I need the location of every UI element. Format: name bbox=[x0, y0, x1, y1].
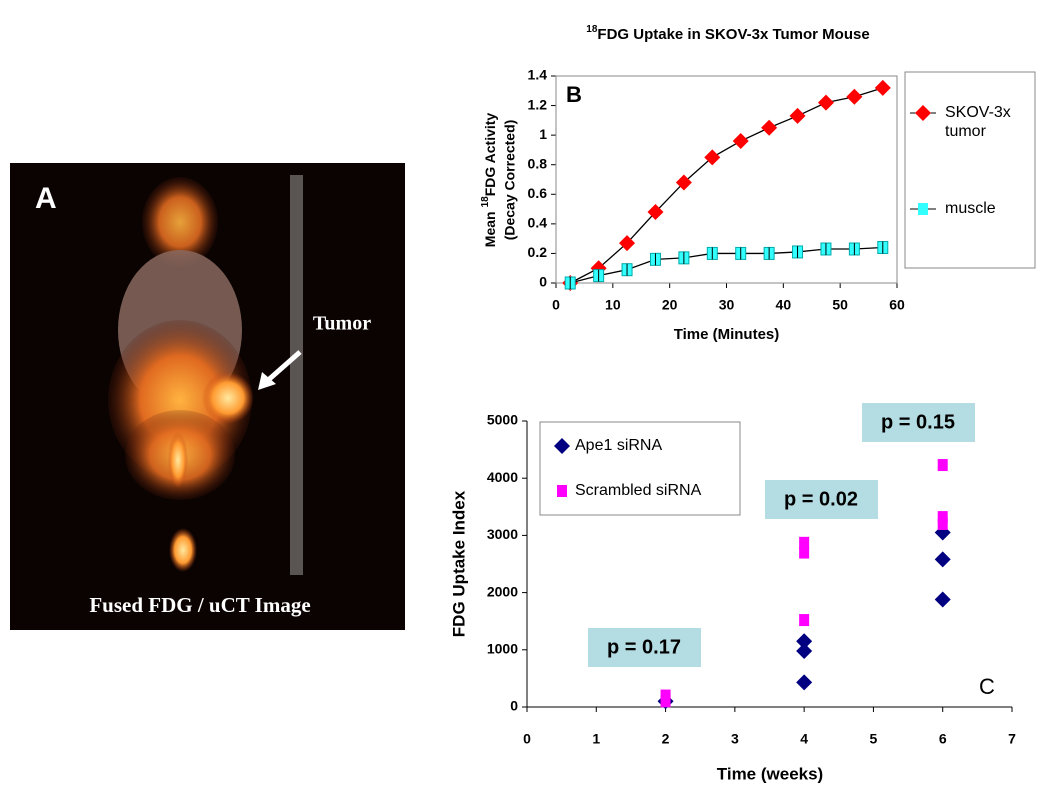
x-tick-label: 0 bbox=[523, 731, 531, 747]
x-axis-label: Time (weeks) bbox=[717, 764, 823, 783]
image-caption: Fused FDG / uCT Image bbox=[89, 593, 310, 617]
legend-label: muscle bbox=[945, 200, 996, 217]
annotation-box bbox=[588, 628, 701, 667]
annotation-box bbox=[765, 480, 878, 519]
y-tick-label: 4000 bbox=[487, 469, 518, 485]
x-tick-label: 2 bbox=[662, 731, 670, 747]
y-tick-label: 1 bbox=[539, 126, 547, 142]
annotation: p = 0.02 bbox=[784, 488, 858, 510]
legend-label: Ape1 siRNA bbox=[575, 437, 663, 454]
title-superscript: 18 bbox=[586, 24, 598, 35]
data-point bbox=[799, 536, 810, 549]
data-point bbox=[934, 551, 951, 568]
y-label-text: FDG Activity bbox=[482, 113, 498, 197]
x-tick-label: 1 bbox=[592, 731, 600, 747]
x-tick-label: 7 bbox=[1008, 731, 1016, 747]
x-tick-label: 30 bbox=[719, 297, 735, 313]
legend-label: SKOV-3x tumor bbox=[945, 104, 1011, 140]
y-tick-label: 1000 bbox=[487, 641, 518, 657]
y-tick-label: 2000 bbox=[487, 583, 518, 599]
legend-entry: Ape1 siRNA bbox=[575, 437, 663, 454]
x-tick-label: 4 bbox=[800, 731, 808, 747]
y-tick-label: 1.4 bbox=[528, 67, 548, 83]
panel-a-image: A Tumor Fused FDG / uCT Image bbox=[10, 163, 405, 630]
data-point bbox=[937, 517, 948, 530]
legend-entry: muscle bbox=[945, 200, 996, 217]
y-tick-label: 0.6 bbox=[528, 185, 548, 201]
y-axis-label-line2: (Decay Corrected) bbox=[502, 120, 518, 241]
marker bbox=[761, 119, 778, 136]
marker bbox=[817, 94, 834, 111]
annotation: p = 0.15 bbox=[881, 411, 955, 433]
y-tick-label: 3000 bbox=[487, 526, 518, 542]
x-tick-label: 5 bbox=[870, 731, 878, 747]
marker bbox=[619, 235, 636, 252]
x-tick-label: 50 bbox=[832, 297, 848, 313]
legend-box bbox=[904, 71, 1036, 269]
legend-label: Scrambled siRNA bbox=[575, 482, 702, 499]
legend-entry: Scrambled siRNA bbox=[575, 482, 702, 499]
title-text: FDG Uptake in SKOV-3x Tumor Mouse bbox=[597, 26, 869, 43]
y-axis-label: FDG Uptake Index bbox=[449, 490, 468, 637]
data-point bbox=[934, 591, 951, 608]
data-point bbox=[796, 633, 813, 650]
legend-marker bbox=[915, 105, 931, 121]
legend-marker bbox=[557, 485, 567, 497]
data-point bbox=[937, 511, 948, 524]
y-tick-label: 0.4 bbox=[528, 215, 548, 231]
y-tick-label: 0 bbox=[539, 274, 547, 290]
marker bbox=[846, 88, 863, 105]
y-label-superscript: 18 bbox=[480, 196, 491, 208]
legend-marker bbox=[918, 203, 928, 215]
data-point bbox=[660, 689, 671, 702]
data-point bbox=[796, 642, 813, 659]
y-tick-label: 0 bbox=[510, 698, 518, 714]
data-point bbox=[796, 674, 813, 691]
panel-label: B bbox=[566, 82, 582, 107]
x-tick-label: 20 bbox=[662, 297, 678, 313]
annotation-box bbox=[862, 403, 975, 442]
annotation: p = 0.17 bbox=[607, 636, 681, 658]
legend-entry: SKOV-3x tumor bbox=[945, 104, 1011, 140]
y-tick-label: 5000 bbox=[487, 412, 518, 428]
legend-box bbox=[539, 421, 741, 516]
y-tick-label: 1.2 bbox=[528, 96, 548, 112]
tumor-label: Tumor bbox=[313, 313, 371, 335]
marker bbox=[647, 204, 664, 221]
x-axis-label: Time (Minutes) bbox=[674, 326, 780, 343]
y-tick-label: 0.8 bbox=[528, 155, 548, 171]
y-tick-label: 0.2 bbox=[528, 244, 548, 260]
y-label-prefix: Mean bbox=[482, 211, 498, 247]
data-point bbox=[937, 459, 948, 472]
x-tick-label: 6 bbox=[939, 731, 947, 747]
marker bbox=[704, 149, 721, 166]
x-tick-label: 3 bbox=[731, 731, 739, 747]
x-tick-label: 40 bbox=[776, 297, 792, 313]
legend-marker bbox=[554, 438, 570, 454]
panel-label: A bbox=[35, 182, 57, 215]
marker bbox=[732, 133, 749, 150]
data-point bbox=[799, 614, 810, 627]
x-tick-label: 0 bbox=[552, 297, 560, 313]
marker bbox=[789, 107, 806, 124]
panel-label: C bbox=[979, 674, 995, 699]
x-tick-label: 60 bbox=[889, 297, 905, 313]
data-point bbox=[799, 546, 810, 559]
series-line bbox=[570, 246, 883, 284]
plot-border bbox=[555, 75, 898, 284]
chart-title: 18FDG Uptake in SKOV-3x Tumor Mouse bbox=[586, 24, 869, 43]
marker bbox=[675, 174, 692, 191]
x-tick-label: 10 bbox=[605, 297, 621, 313]
y-axis-label: Mean 18FDG Activity bbox=[480, 113, 498, 248]
marker bbox=[874, 79, 891, 96]
